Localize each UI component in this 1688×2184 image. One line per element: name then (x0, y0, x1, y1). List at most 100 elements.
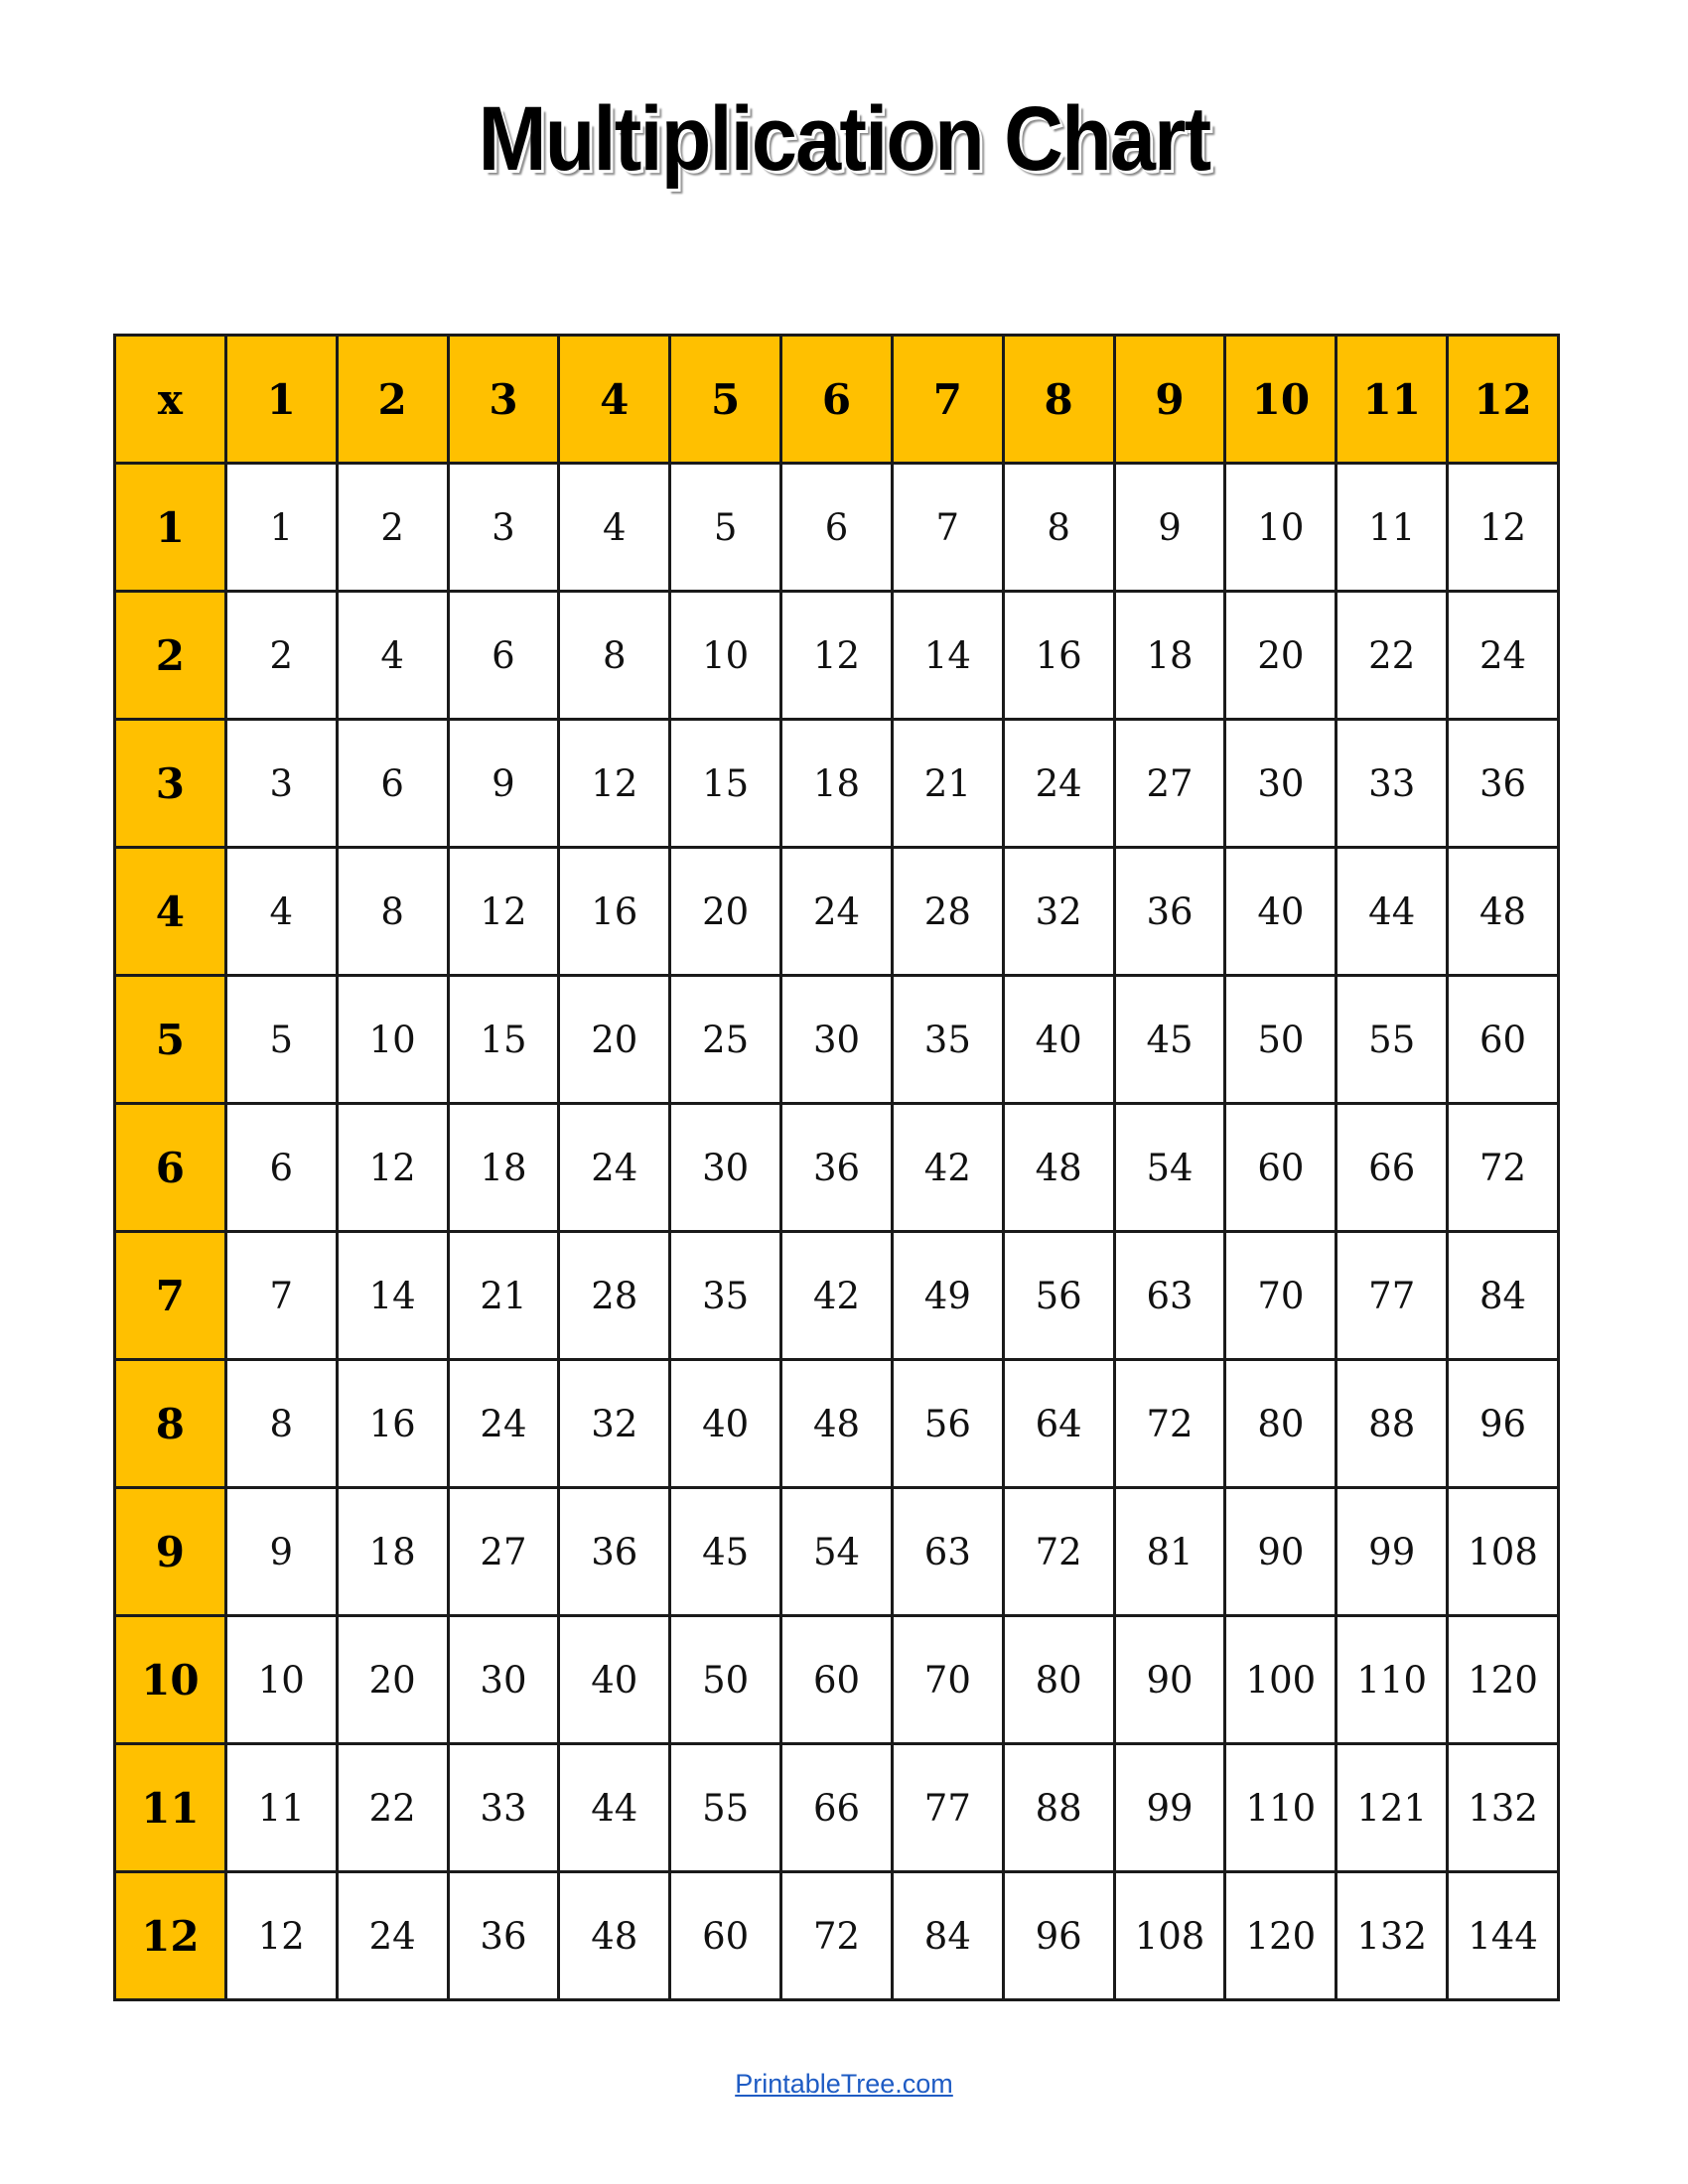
product-cell: 2 (223, 590, 339, 721)
product-cell: 8 (335, 846, 450, 977)
product-cell: 24 (557, 1102, 672, 1233)
printabletree-link[interactable]: PrintableTree.com (735, 2069, 953, 2099)
product-cell: 12 (446, 846, 561, 977)
product-cell: 28 (890, 846, 1005, 977)
product-cell: 24 (1446, 590, 1560, 721)
product-cell: 12 (1446, 462, 1560, 593)
product-cell: 42 (779, 1230, 894, 1361)
product-cell: 21 (446, 1230, 561, 1361)
product-cell: 40 (1001, 974, 1116, 1105)
corner-cell: x (113, 334, 227, 465)
product-cell: 48 (1446, 846, 1560, 977)
product-cell: 28 (557, 1230, 672, 1361)
product-cell: 48 (557, 1870, 672, 2001)
product-cell: 63 (890, 1486, 1005, 1617)
table-row: 4 4 8 12 16 20 24 28 32 36 40 44 48 (113, 846, 1560, 977)
product-cell: 60 (1446, 974, 1560, 1105)
product-cell: 121 (1335, 1742, 1450, 1873)
column-header: 6 (779, 334, 894, 465)
multiplication-table: x 1 2 3 4 5 6 7 8 9 10 11 12 1 1 2 3 4 5 6 7 8 9 10 11 12 2 2 4 6 8 10 1… (113, 334, 1560, 2001)
product-cell: 20 (668, 846, 783, 977)
product-cell: 21 (890, 718, 1005, 849)
row-header: 5 (113, 974, 227, 1105)
product-cell: 18 (1112, 590, 1227, 721)
row-header: 2 (113, 590, 227, 721)
product-cell: 4 (223, 846, 339, 977)
product-cell: 20 (335, 1614, 450, 1745)
product-cell: 72 (779, 1870, 894, 2001)
product-cell: 25 (668, 974, 783, 1105)
product-cell: 120 (1223, 1870, 1338, 2001)
product-cell: 8 (1001, 462, 1116, 593)
product-cell: 44 (1335, 846, 1450, 977)
product-cell: 27 (446, 1486, 561, 1617)
column-header: 3 (446, 334, 561, 465)
product-cell: 70 (1223, 1230, 1338, 1361)
product-cell: 40 (557, 1614, 672, 1745)
product-cell: 22 (335, 1742, 450, 1873)
product-cell: 49 (890, 1230, 1005, 1361)
product-cell: 72 (1001, 1486, 1116, 1617)
product-cell: 10 (335, 974, 450, 1105)
product-cell: 12 (223, 1870, 339, 2001)
product-cell: 80 (1001, 1614, 1116, 1745)
product-cell: 110 (1335, 1614, 1450, 1745)
product-cell: 30 (779, 974, 894, 1105)
product-cell: 22 (1335, 590, 1450, 721)
product-cell: 24 (779, 846, 894, 977)
product-cell: 36 (779, 1102, 894, 1233)
product-cell: 55 (1335, 974, 1450, 1105)
product-cell: 99 (1112, 1742, 1227, 1873)
product-cell: 8 (223, 1358, 339, 1489)
product-cell: 30 (668, 1102, 783, 1233)
table-row: 10 10 20 30 40 50 60 70 80 90 100 110 120 (113, 1614, 1560, 1745)
product-cell: 35 (890, 974, 1005, 1105)
product-cell: 72 (1112, 1358, 1227, 1489)
product-cell: 16 (335, 1358, 450, 1489)
row-header: 1 (113, 462, 227, 593)
product-cell: 48 (1001, 1102, 1116, 1233)
product-cell: 24 (446, 1358, 561, 1489)
table-row: 11 11 22 33 44 55 66 77 88 99 110 121 132 (113, 1742, 1560, 1873)
product-cell: 11 (223, 1742, 339, 1873)
product-cell: 24 (335, 1870, 450, 2001)
product-cell: 20 (1223, 590, 1338, 721)
product-cell: 14 (890, 590, 1005, 721)
table-row: 1 1 2 3 4 5 6 7 8 9 10 11 12 (113, 462, 1560, 593)
product-cell: 90 (1223, 1486, 1338, 1617)
row-header: 12 (113, 1870, 227, 2001)
table-row: 9 9 18 27 36 45 54 63 72 81 90 99 108 (113, 1486, 1560, 1617)
product-cell: 77 (1335, 1230, 1450, 1361)
product-cell: 5 (668, 462, 783, 593)
product-cell: 33 (1335, 718, 1450, 849)
product-cell: 144 (1446, 1870, 1560, 2001)
product-cell: 88 (1335, 1358, 1450, 1489)
column-header: 8 (1001, 334, 1116, 465)
header-row: x 1 2 3 4 5 6 7 8 9 10 11 12 (113, 334, 1560, 465)
product-cell: 36 (1446, 718, 1560, 849)
product-cell: 33 (446, 1742, 561, 1873)
product-cell: 7 (223, 1230, 339, 1361)
product-cell: 54 (779, 1486, 894, 1617)
product-cell: 44 (557, 1742, 672, 1873)
footer: PrintableTree.com (0, 2069, 1688, 2100)
product-cell: 32 (1001, 846, 1116, 977)
product-cell: 132 (1335, 1870, 1450, 2001)
product-cell: 90 (1112, 1614, 1227, 1745)
product-cell: 5 (223, 974, 339, 1105)
product-cell: 110 (1223, 1742, 1338, 1873)
product-cell: 120 (1446, 1614, 1560, 1745)
product-cell: 96 (1446, 1358, 1560, 1489)
product-cell: 70 (890, 1614, 1005, 1745)
product-cell: 54 (1112, 1102, 1227, 1233)
product-cell: 40 (668, 1358, 783, 1489)
product-cell: 11 (1335, 462, 1450, 593)
product-cell: 80 (1223, 1358, 1338, 1489)
product-cell: 2 (335, 462, 450, 593)
table-row: 12 12 24 36 48 60 72 84 96 108 120 132 144 (113, 1870, 1560, 2001)
product-cell: 1 (223, 462, 339, 593)
product-cell: 32 (557, 1358, 672, 1489)
product-cell: 12 (335, 1102, 450, 1233)
table-row: 6 6 12 18 24 30 36 42 48 54 60 66 72 (113, 1102, 1560, 1233)
table-row: 7 7 14 21 28 35 42 49 56 63 70 77 84 (113, 1230, 1560, 1361)
